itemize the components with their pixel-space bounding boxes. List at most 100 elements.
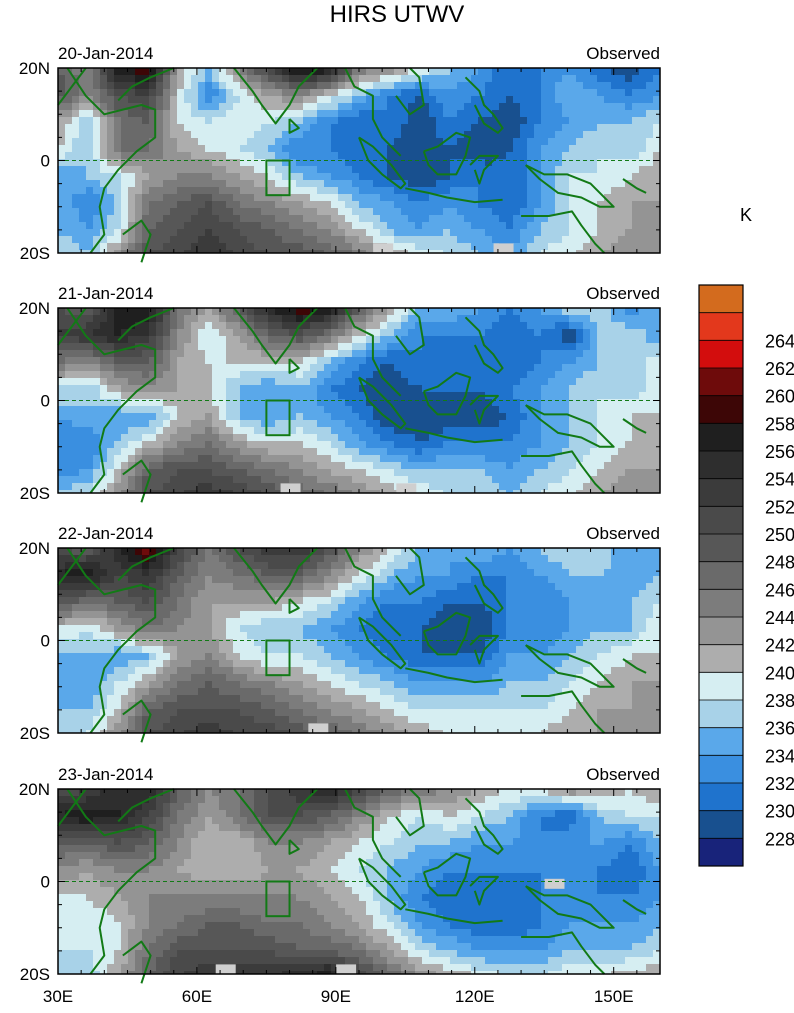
heat-cell bbox=[121, 392, 129, 400]
heat-cell bbox=[415, 455, 423, 463]
heat-cell bbox=[583, 250, 591, 253]
heat-cell bbox=[58, 187, 66, 195]
heat-cell bbox=[464, 336, 472, 344]
heat-cell bbox=[576, 441, 584, 449]
heat-cell bbox=[485, 343, 493, 351]
heat-cell bbox=[646, 201, 654, 209]
heat-cell bbox=[198, 194, 206, 202]
heat-cell bbox=[520, 201, 528, 209]
heat-cell bbox=[436, 357, 444, 365]
heat-cell bbox=[170, 173, 178, 181]
heat-cell bbox=[345, 455, 353, 463]
heat-cell bbox=[639, 75, 647, 83]
heat-cell bbox=[177, 448, 185, 456]
heat-cell bbox=[534, 138, 542, 146]
heat-cell bbox=[387, 315, 395, 323]
heat-cell bbox=[485, 434, 493, 442]
heat-cell bbox=[93, 236, 101, 244]
heat-cell bbox=[436, 243, 444, 251]
heat-cell bbox=[534, 378, 542, 386]
heat-cell bbox=[408, 236, 416, 244]
heat-cell bbox=[499, 413, 507, 421]
heat-cell bbox=[555, 166, 563, 174]
heat-cell bbox=[184, 548, 192, 556]
heat-cell bbox=[590, 462, 598, 470]
heat-cell bbox=[121, 308, 129, 316]
heat-cell bbox=[331, 315, 339, 323]
heat-cell bbox=[639, 434, 647, 442]
heat-cell bbox=[604, 476, 612, 484]
heat-cell bbox=[387, 215, 395, 223]
heat-cell bbox=[450, 476, 458, 484]
heat-cell bbox=[254, 117, 262, 125]
heat-cell bbox=[254, 371, 262, 379]
heat-cell bbox=[226, 434, 234, 442]
heat-cell bbox=[191, 208, 199, 216]
heat-cell bbox=[352, 469, 360, 477]
heat-cell bbox=[506, 385, 514, 393]
heat-cell bbox=[233, 124, 241, 132]
heat-cell bbox=[534, 434, 542, 442]
heat-cell bbox=[324, 131, 332, 139]
heat-cell bbox=[121, 448, 129, 456]
heat-cell bbox=[317, 215, 325, 223]
heat-cell bbox=[345, 229, 353, 237]
heat-cell bbox=[128, 229, 136, 237]
heat-cell bbox=[331, 322, 339, 330]
heat-cell bbox=[625, 131, 633, 139]
heat-cell bbox=[86, 385, 94, 393]
heat-cell bbox=[198, 385, 206, 393]
heat-cell bbox=[338, 392, 346, 400]
heat-cell bbox=[219, 357, 227, 365]
heat-cell bbox=[142, 448, 150, 456]
heat-cell bbox=[233, 469, 241, 477]
heat-cell bbox=[646, 448, 654, 456]
heat-cell bbox=[562, 427, 570, 435]
heat-cell bbox=[303, 441, 311, 449]
heat-cell bbox=[184, 166, 192, 174]
heat-cell bbox=[527, 350, 535, 358]
coastline bbox=[122, 459, 152, 503]
heat-cell bbox=[226, 483, 234, 491]
heat-cell bbox=[464, 82, 472, 90]
heat-cell bbox=[282, 138, 290, 146]
heat-cell bbox=[142, 110, 150, 118]
heat-cell bbox=[408, 229, 416, 237]
heat-cell bbox=[492, 378, 500, 386]
heat-cell bbox=[107, 441, 115, 449]
heat-cell bbox=[226, 357, 234, 365]
heat-cell bbox=[205, 201, 213, 209]
heat-cell bbox=[289, 180, 297, 188]
heat-cell bbox=[219, 82, 227, 90]
heat-cell bbox=[205, 236, 213, 244]
heat-cell bbox=[58, 208, 66, 216]
heat-cell bbox=[79, 406, 87, 414]
heat-cell bbox=[618, 89, 626, 97]
heat-cell bbox=[625, 208, 633, 216]
heat-cell bbox=[226, 222, 234, 230]
heat-cell bbox=[457, 343, 465, 351]
heat-cell bbox=[373, 441, 381, 449]
heat-cell bbox=[72, 138, 80, 146]
heat-cell bbox=[198, 180, 206, 188]
heat-cell bbox=[457, 194, 465, 202]
heat-cell bbox=[142, 476, 150, 484]
heat-cell bbox=[450, 138, 458, 146]
heat-cell bbox=[555, 180, 563, 188]
heat-cell bbox=[478, 194, 486, 202]
heat-cell bbox=[639, 322, 647, 330]
heat-cell bbox=[478, 548, 486, 556]
heat-cell bbox=[65, 392, 73, 400]
heat-cell bbox=[485, 89, 493, 97]
heat-cell bbox=[534, 469, 542, 477]
missing-data-box bbox=[373, 243, 394, 254]
heat-cell bbox=[527, 215, 535, 223]
heat-cell bbox=[219, 166, 227, 174]
heat-cell bbox=[352, 413, 360, 421]
heat-cell bbox=[534, 145, 542, 153]
heat-cell bbox=[380, 131, 388, 139]
heat-cell bbox=[170, 138, 178, 146]
heat-cell bbox=[310, 159, 318, 167]
heat-cell bbox=[121, 427, 129, 435]
heat-cell bbox=[212, 68, 220, 76]
